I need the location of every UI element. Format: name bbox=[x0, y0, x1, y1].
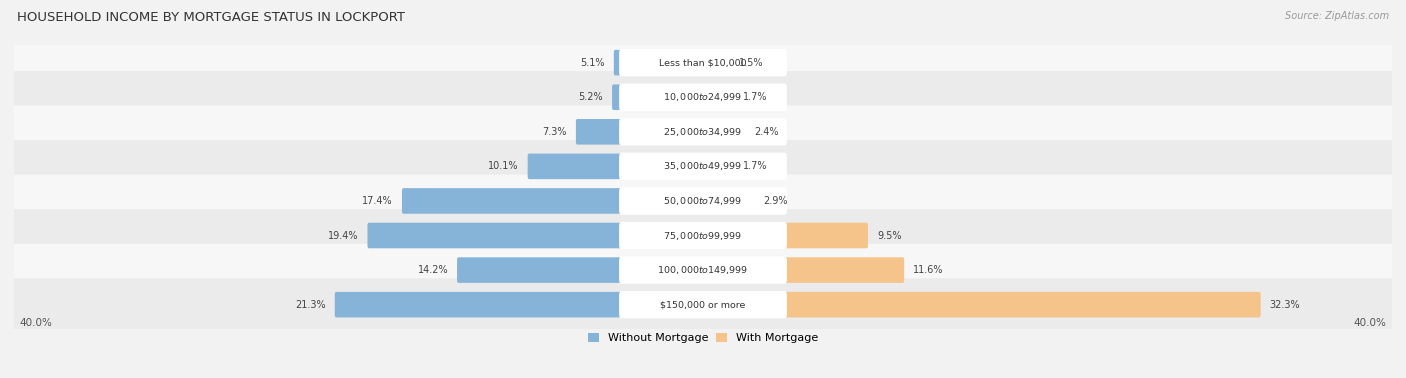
FancyBboxPatch shape bbox=[0, 71, 1406, 124]
Text: 10.1%: 10.1% bbox=[488, 161, 519, 171]
FancyBboxPatch shape bbox=[0, 244, 1406, 296]
Text: Source: ZipAtlas.com: Source: ZipAtlas.com bbox=[1285, 11, 1389, 21]
FancyBboxPatch shape bbox=[619, 153, 787, 180]
Text: 21.3%: 21.3% bbox=[295, 300, 326, 310]
Text: $10,000 to $24,999: $10,000 to $24,999 bbox=[664, 91, 742, 103]
FancyBboxPatch shape bbox=[619, 84, 787, 111]
Text: $75,000 to $99,999: $75,000 to $99,999 bbox=[664, 229, 742, 242]
FancyBboxPatch shape bbox=[0, 140, 1406, 193]
FancyBboxPatch shape bbox=[619, 49, 787, 76]
Text: 19.4%: 19.4% bbox=[328, 231, 359, 240]
Text: 1.5%: 1.5% bbox=[740, 58, 763, 68]
FancyBboxPatch shape bbox=[619, 118, 787, 146]
FancyBboxPatch shape bbox=[576, 119, 704, 144]
FancyBboxPatch shape bbox=[702, 223, 868, 248]
FancyBboxPatch shape bbox=[702, 50, 730, 76]
FancyBboxPatch shape bbox=[619, 222, 787, 249]
FancyBboxPatch shape bbox=[335, 292, 704, 318]
Text: 40.0%: 40.0% bbox=[1354, 318, 1386, 328]
FancyBboxPatch shape bbox=[619, 291, 787, 318]
FancyBboxPatch shape bbox=[0, 209, 1406, 262]
FancyBboxPatch shape bbox=[457, 257, 704, 283]
Text: Less than $10,000: Less than $10,000 bbox=[659, 58, 747, 67]
FancyBboxPatch shape bbox=[702, 119, 745, 144]
Text: 14.2%: 14.2% bbox=[418, 265, 449, 275]
Text: 11.6%: 11.6% bbox=[912, 265, 943, 275]
FancyBboxPatch shape bbox=[0, 105, 1406, 158]
FancyBboxPatch shape bbox=[527, 153, 704, 179]
Text: 1.7%: 1.7% bbox=[742, 92, 768, 102]
FancyBboxPatch shape bbox=[612, 84, 704, 110]
FancyBboxPatch shape bbox=[702, 153, 734, 179]
FancyBboxPatch shape bbox=[0, 36, 1406, 89]
Text: 40.0%: 40.0% bbox=[20, 318, 52, 328]
FancyBboxPatch shape bbox=[619, 256, 787, 284]
Text: $150,000 or more: $150,000 or more bbox=[661, 300, 745, 309]
Text: 17.4%: 17.4% bbox=[363, 196, 392, 206]
Text: 1.7%: 1.7% bbox=[742, 161, 768, 171]
FancyBboxPatch shape bbox=[702, 188, 755, 214]
FancyBboxPatch shape bbox=[702, 292, 1261, 318]
Text: 32.3%: 32.3% bbox=[1270, 300, 1301, 310]
FancyBboxPatch shape bbox=[619, 187, 787, 215]
Text: $35,000 to $49,999: $35,000 to $49,999 bbox=[664, 160, 742, 172]
Legend: Without Mortgage, With Mortgage: Without Mortgage, With Mortgage bbox=[588, 333, 818, 343]
Text: 5.2%: 5.2% bbox=[578, 92, 603, 102]
FancyBboxPatch shape bbox=[367, 223, 704, 248]
Text: $50,000 to $74,999: $50,000 to $74,999 bbox=[664, 195, 742, 207]
Text: 7.3%: 7.3% bbox=[543, 127, 567, 137]
FancyBboxPatch shape bbox=[0, 175, 1406, 227]
FancyBboxPatch shape bbox=[702, 257, 904, 283]
Text: 2.9%: 2.9% bbox=[763, 196, 787, 206]
Text: 9.5%: 9.5% bbox=[877, 231, 901, 240]
FancyBboxPatch shape bbox=[614, 50, 704, 76]
Text: $25,000 to $34,999: $25,000 to $34,999 bbox=[664, 126, 742, 138]
Text: $100,000 to $149,999: $100,000 to $149,999 bbox=[658, 264, 748, 276]
FancyBboxPatch shape bbox=[0, 278, 1406, 331]
Text: 5.1%: 5.1% bbox=[581, 58, 605, 68]
Text: HOUSEHOLD INCOME BY MORTGAGE STATUS IN LOCKPORT: HOUSEHOLD INCOME BY MORTGAGE STATUS IN L… bbox=[17, 11, 405, 24]
FancyBboxPatch shape bbox=[402, 188, 704, 214]
FancyBboxPatch shape bbox=[702, 84, 734, 110]
Text: 2.4%: 2.4% bbox=[755, 127, 779, 137]
